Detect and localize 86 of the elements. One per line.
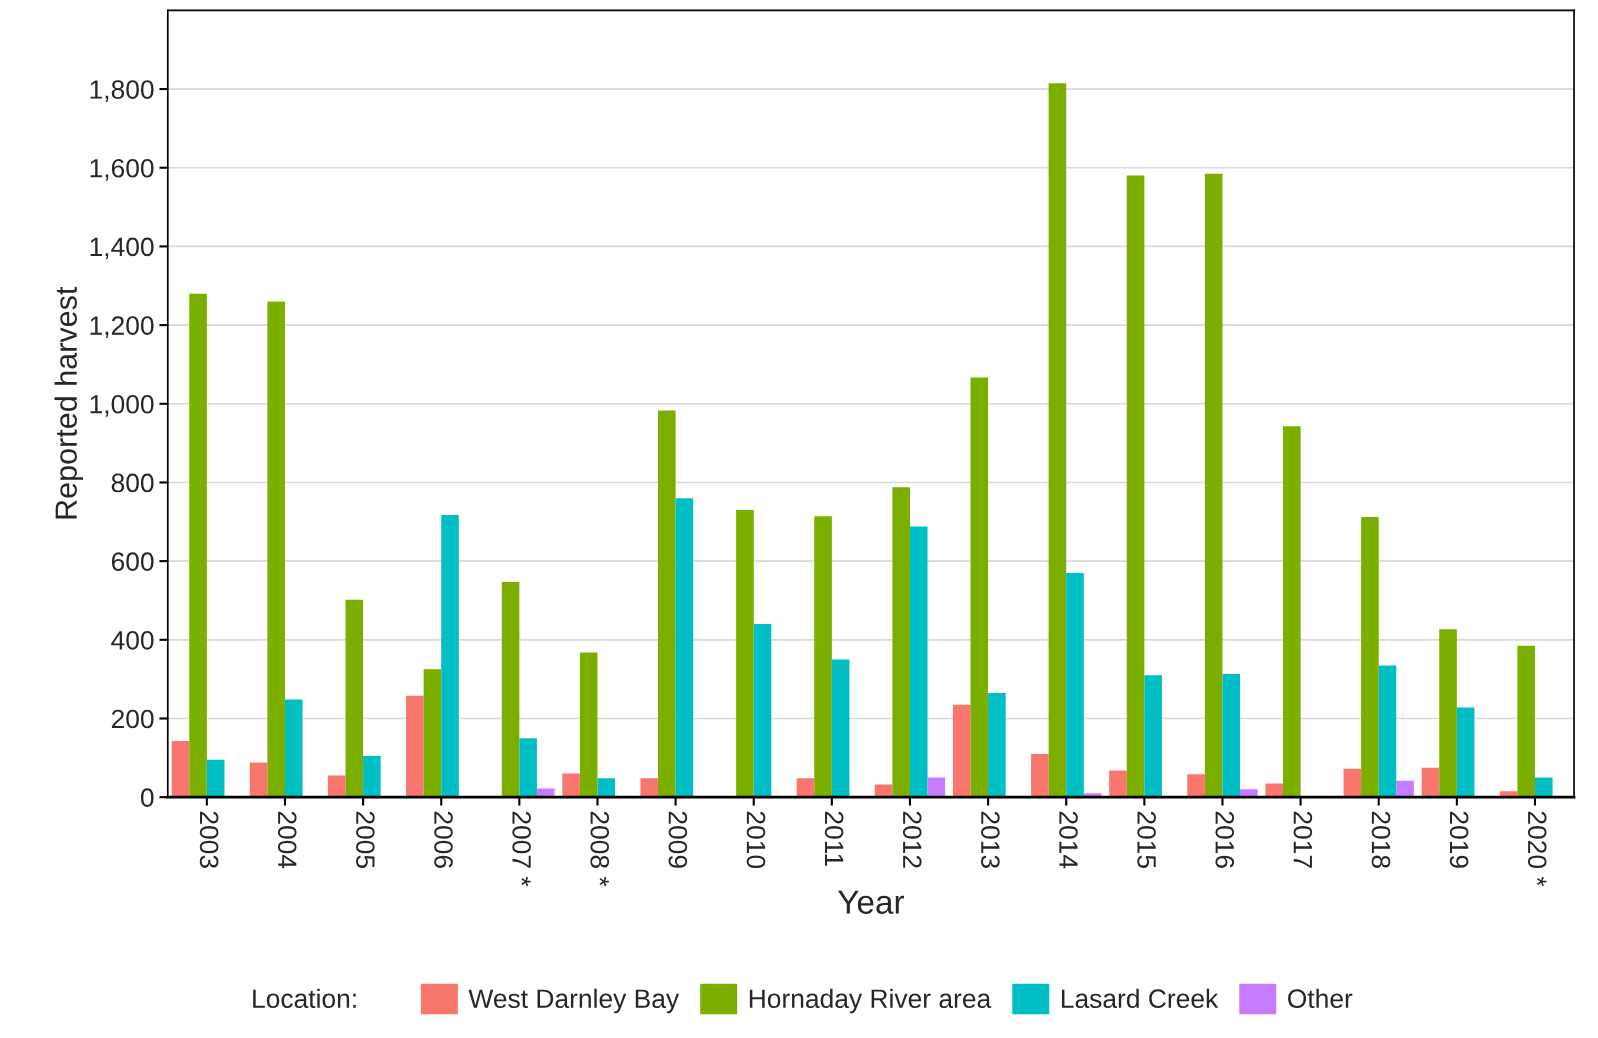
bar [597, 778, 616, 798]
bar [1439, 629, 1457, 798]
bar [1534, 777, 1553, 798]
bar [363, 755, 381, 798]
x-tick-label: 2011 [824, 811, 844, 866]
x-tick-label: 2008 * [590, 811, 610, 887]
x-tick-label: 2015 [1137, 811, 1156, 868]
y-tick-label: 1,000 [90, 394, 154, 417]
bar [1517, 645, 1535, 798]
x-tick-label: 2006 [434, 811, 453, 868]
x-axis-title: Year [837, 890, 905, 914]
y-tick-label: 400 [111, 630, 154, 650]
bar [675, 498, 694, 798]
legend-label: West Darnley Bay [468, 988, 680, 1014]
bar [1187, 774, 1205, 798]
y-tick-label: 1,800 [90, 80, 154, 102]
legend-label: Lasard Creek [1061, 988, 1219, 1009]
x-tick-label: 2014 [1059, 811, 1078, 869]
bar [952, 704, 971, 798]
bar [1240, 789, 1258, 798]
bar [1031, 753, 1049, 798]
bar [736, 510, 754, 798]
bar [1421, 767, 1440, 798]
bar [1204, 173, 1223, 798]
y-tick-label: 1,200 [90, 316, 154, 339]
y-tick-label: 600 [111, 552, 154, 571]
x-tick-label: 2007 * [512, 811, 531, 887]
bar [1378, 665, 1397, 798]
bar [171, 740, 190, 798]
bar [831, 659, 850, 798]
bar [1456, 707, 1475, 798]
bar [753, 624, 772, 798]
bar [1361, 517, 1379, 798]
bar [1126, 175, 1145, 798]
bar [814, 516, 832, 798]
bar [1144, 675, 1162, 798]
x-tick-label: 2005 [356, 811, 375, 868]
bar [284, 699, 303, 798]
legend-title: Location: [253, 988, 356, 1009]
bar [970, 377, 989, 798]
x-tick-label: 2017 [1293, 811, 1313, 868]
y-tick-label: 1,400 [90, 237, 154, 260]
bar [562, 773, 580, 798]
bar [423, 669, 442, 798]
bar [1396, 780, 1414, 798]
bar [345, 599, 364, 798]
y-tick-label: 1,600 [90, 158, 154, 181]
y-tick-label: 200 [111, 709, 154, 729]
bar [988, 692, 1006, 798]
bar [1283, 426, 1301, 798]
y-axis-title: Reported harvest [54, 286, 84, 519]
bar [441, 515, 459, 798]
x-tick-label: 2009 [668, 811, 688, 868]
bar [519, 738, 537, 798]
y-tick-label: 0 [140, 788, 154, 808]
legend-label: Hornaday River area [749, 988, 992, 1014]
bar [249, 762, 268, 798]
bar [796, 778, 815, 798]
x-tick-label: 2003 [199, 811, 219, 868]
bar [1109, 770, 1127, 798]
bar [327, 775, 346, 798]
bar [189, 293, 207, 798]
bar [406, 695, 424, 798]
bar [892, 487, 910, 798]
bar [1343, 768, 1362, 798]
bar [909, 526, 928, 798]
x-tick-label: 2019 [1449, 811, 1469, 868]
x-tick-label: 2018 [1371, 811, 1391, 868]
bar [267, 301, 285, 798]
x-tick-label: 2016 [1215, 811, 1235, 868]
x-tick-label: 2013 [981, 811, 1000, 868]
bar [1048, 83, 1067, 798]
x-tick-label: 2020 * [1527, 811, 1547, 887]
x-tick-label: 2010 [746, 811, 766, 869]
bar [1222, 674, 1241, 798]
bar [1265, 783, 1284, 798]
y-tick-label: 800 [111, 473, 154, 493]
bar [206, 759, 225, 798]
x-tick-label: 2004 [277, 811, 297, 869]
x-tick-label: 2012 [902, 811, 922, 868]
bar [658, 410, 676, 798]
bar [501, 581, 520, 798]
legend-label: Other [1288, 988, 1353, 1009]
bar [640, 778, 659, 798]
bar [579, 652, 598, 798]
bar [1066, 572, 1084, 798]
